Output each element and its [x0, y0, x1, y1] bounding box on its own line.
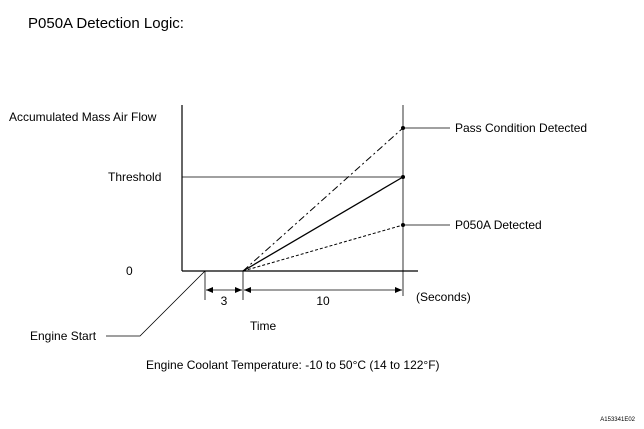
- engine-start-label: Engine Start: [30, 329, 97, 343]
- zero-label: 0: [126, 264, 133, 278]
- fail-curve: [242, 224, 404, 272]
- dimension-arrow-3: [206, 287, 242, 293]
- threshold-point: [401, 175, 405, 179]
- interval-10-label: 10: [316, 294, 330, 308]
- pass-label: Pass Condition Detected: [455, 121, 587, 135]
- fail-label: P050A Detected: [455, 218, 542, 232]
- threshold-label: Threshold: [108, 170, 161, 184]
- seconds-label: (Seconds): [416, 290, 471, 304]
- time-label: Time: [250, 319, 277, 333]
- interval-3-label: 3: [221, 294, 228, 308]
- y-axis-label: Accumulated Mass Air Flow: [9, 110, 157, 124]
- diagram-title: P050A Detection Logic:: [28, 15, 184, 32]
- dimension-arrow-10: [244, 287, 402, 293]
- figure-id: A153341E02: [600, 417, 635, 423]
- threshold-curve: [242, 176, 404, 272]
- condition-note: Engine Coolant Temperature: -10 to 50°C …: [146, 358, 440, 372]
- engine-start-leader: [106, 270, 206, 337]
- pass-curve: [242, 127, 404, 272]
